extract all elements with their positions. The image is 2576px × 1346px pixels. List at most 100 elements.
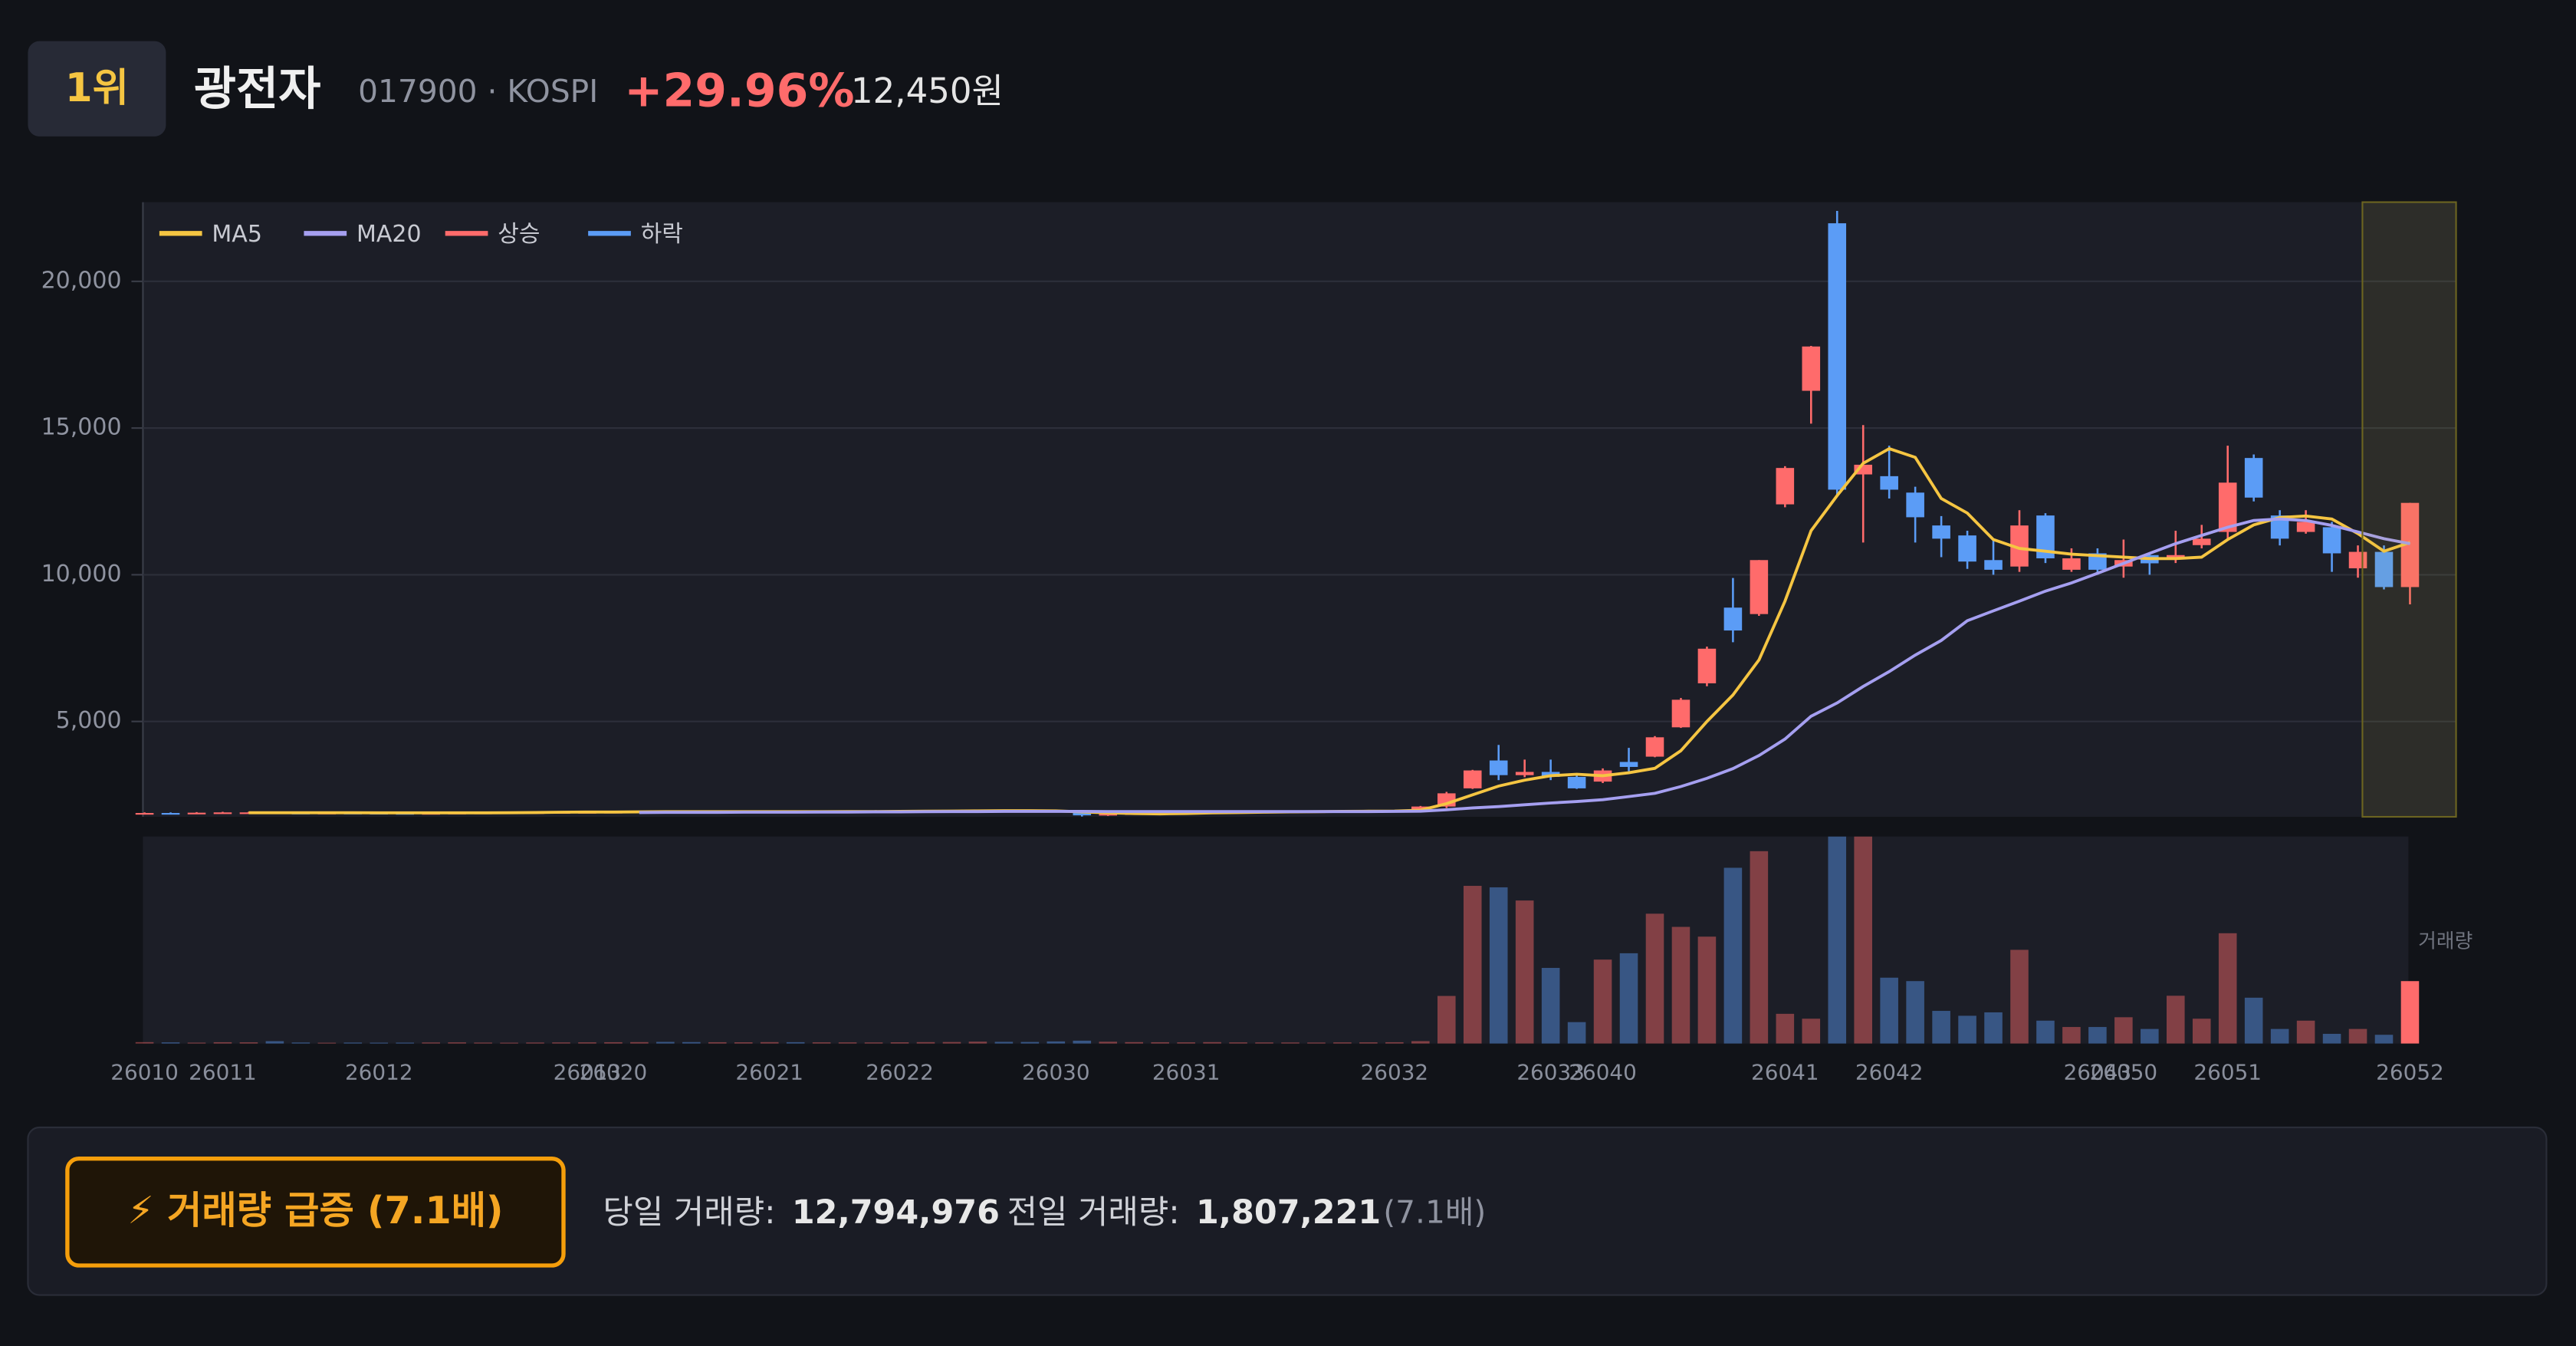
volume-bar [1697, 936, 1717, 1044]
volume-bar [812, 1042, 831, 1044]
x-tick-label: 26050 [2090, 1059, 2158, 1084]
volume-bar [1567, 1022, 1586, 1044]
volume-bar [1307, 1042, 1326, 1044]
stock-code: 017900 · KOSPI [358, 73, 598, 110]
x-tick-label: 26022 [866, 1059, 934, 1084]
volume-bar [291, 1042, 310, 1044]
x-tick-label: 26012 [345, 1059, 413, 1084]
candle-body [1932, 525, 1950, 539]
volume-bar [1802, 1019, 1821, 1044]
volume-bar [265, 1041, 284, 1044]
x-tick-label: 26013 [554, 1059, 622, 1084]
candle-body [1671, 699, 1691, 728]
volume-bar [864, 1042, 883, 1044]
volume-bar [2114, 1017, 2133, 1044]
plot: 5,000 10,000 15,000 20,000 26010 26011 26012 26… [41, 211, 2456, 1084]
candle-body [1802, 346, 1821, 391]
volume-bar [2192, 1019, 2211, 1044]
volume-bar [604, 1042, 623, 1044]
legend-label: MA5 [212, 221, 262, 248]
volume-bar [526, 1042, 544, 1044]
volume-bar [760, 1042, 779, 1044]
volume-bar [1073, 1040, 1092, 1044]
volume-bar [994, 1042, 1014, 1044]
volume-bar [1333, 1042, 1352, 1044]
volume-bar [500, 1042, 518, 1044]
candle-body [1776, 468, 1795, 505]
volume-bar [448, 1042, 466, 1044]
highlight [2361, 201, 2457, 818]
volume-bar [1281, 1042, 1300, 1044]
volume-bar [786, 1042, 805, 1044]
candle-body [1463, 770, 1482, 788]
prev-label: 전일 거래량: [1007, 1193, 1180, 1232]
candle-body [1906, 492, 1924, 518]
candle-body [2088, 553, 2107, 570]
volume-bar [1489, 887, 1508, 1044]
volume-bar [1020, 1042, 1040, 1044]
volume-bar [968, 1042, 987, 1044]
volume-bar [2062, 1027, 2081, 1044]
candle-body [1489, 760, 1508, 775]
volume-bar [1151, 1042, 1169, 1044]
volume-bar [1854, 836, 1872, 1044]
volume-bar [1046, 1041, 1066, 1044]
volume-bar [1984, 1012, 2003, 1044]
volume-bar [2296, 1020, 2315, 1044]
volume-bar [396, 1042, 414, 1044]
candle-body [2062, 558, 2081, 570]
volume-bar [552, 1042, 570, 1044]
today-label: 당일 거래량: [603, 1193, 775, 1232]
volume-bars [135, 836, 2420, 1044]
volume-bar [2167, 996, 2185, 1044]
volume-bar [682, 1042, 701, 1044]
today-value: 12,794,976 [792, 1193, 1000, 1232]
candle-body [1984, 560, 2003, 570]
y-tick-label: 20,000 [41, 267, 122, 294]
x-tick-label: 26020 [580, 1059, 648, 1084]
volume-bar [1229, 1042, 1247, 1044]
x-tick-label: 26030 [1022, 1059, 1090, 1084]
volume-bar [1828, 836, 1847, 1044]
volume-bar [317, 1042, 337, 1044]
volume-bar [2088, 1027, 2107, 1044]
volume-bar [213, 1042, 232, 1044]
x-tick-label: 26032 [1361, 1059, 1429, 1084]
candle-body [2296, 522, 2315, 532]
volume-bar [656, 1042, 675, 1044]
candle-body [213, 812, 232, 815]
candle-body [2374, 551, 2394, 587]
candle-body [1099, 814, 1118, 816]
rank-badge [28, 41, 166, 137]
x-tick-label: 26040 [1569, 1059, 1637, 1084]
volume-bar [343, 1042, 363, 1044]
volume-bar [2141, 1028, 2159, 1044]
surge-text: ⚡ 거래량 급증 (7.1배) [127, 1188, 503, 1232]
volume-bar [1125, 1042, 1143, 1044]
candle-body [1697, 648, 1717, 683]
surge-badge [65, 1157, 566, 1268]
candle-body [2167, 555, 2185, 558]
volume-bar [1776, 1013, 1795, 1044]
candle-body [2010, 525, 2029, 567]
volume-bar [239, 1042, 258, 1044]
volume-bar [1880, 977, 1898, 1044]
change: +29.96% [624, 64, 854, 118]
stock-name: 광전자 [194, 63, 321, 117]
x-tick-label: 26052 [2376, 1059, 2444, 1084]
candle-body [2322, 527, 2341, 554]
volume-bar [838, 1042, 857, 1044]
x-tick-label: 26033 [1516, 1059, 1585, 1084]
candle-body [2244, 458, 2263, 498]
legend-label: 하락 [641, 221, 683, 248]
candle-body [2218, 482, 2237, 532]
volume-bar [2348, 1028, 2367, 1044]
volume-bar [630, 1042, 649, 1044]
volume-bar [2270, 1028, 2289, 1044]
volume-bar [370, 1042, 389, 1044]
volume-bar [474, 1042, 492, 1044]
y-tick-label: 5,000 [56, 707, 122, 734]
volume-bar [1438, 996, 1456, 1044]
